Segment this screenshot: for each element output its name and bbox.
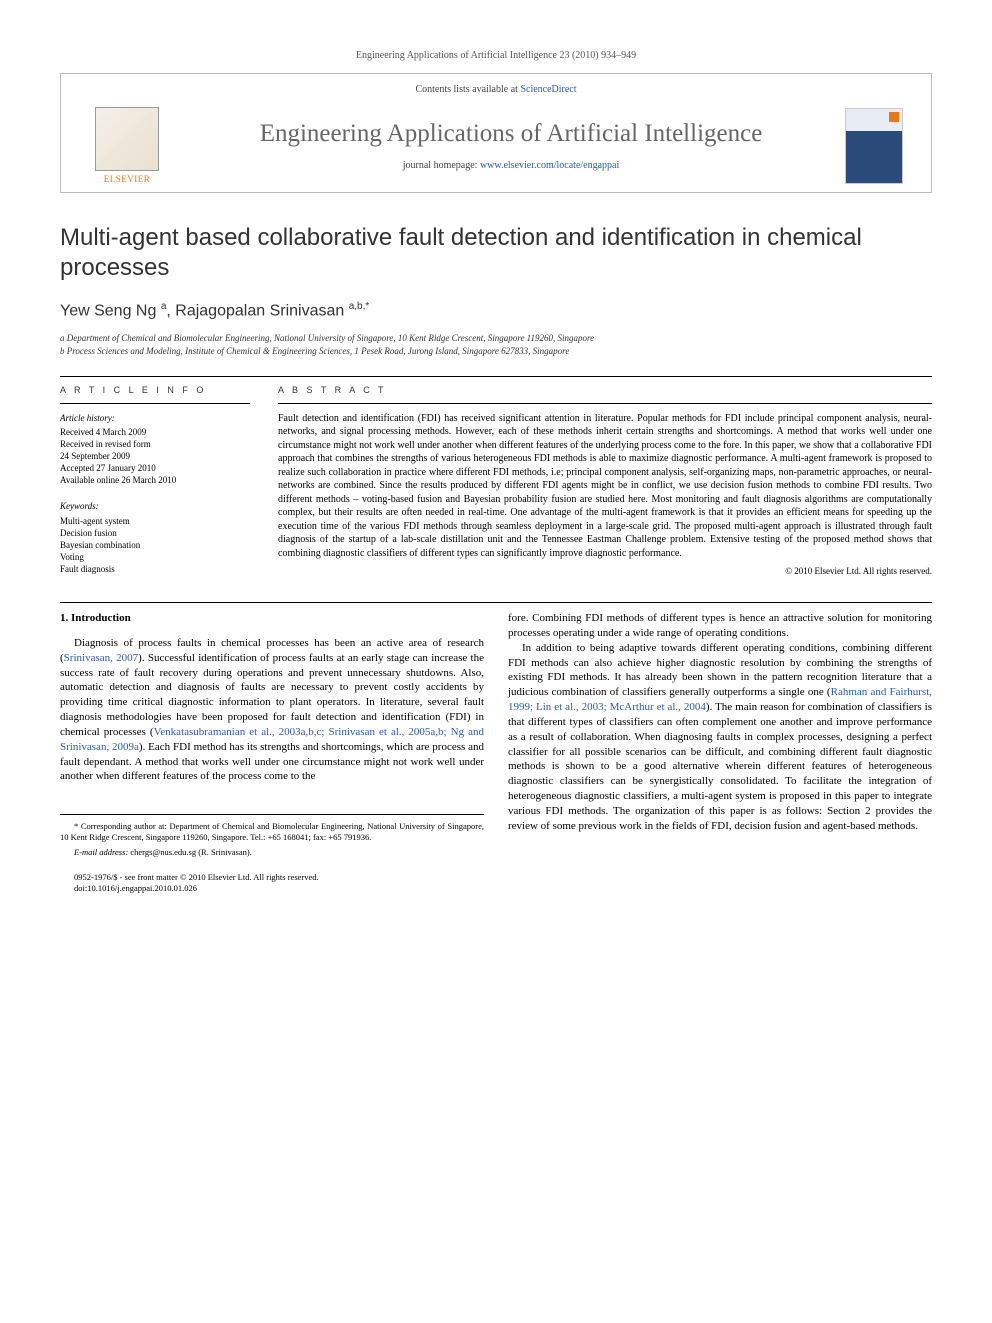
body-columns: 1. Introduction Diagnosis of process fau…: [60, 611, 932, 895]
divider: [60, 602, 932, 603]
issn-line: 0952-1976/$ - see front matter © 2010 El…: [60, 872, 484, 883]
keyword: Fault diagnosis: [60, 563, 250, 575]
left-column: 1. Introduction Diagnosis of process fau…: [60, 611, 484, 895]
author-1: Yew Seng Ng: [60, 302, 161, 319]
keyword: Decision fusion: [60, 527, 250, 539]
revised-line1: Received in revised form: [60, 438, 250, 450]
homepage-link[interactable]: www.elsevier.com/locate/engappai: [480, 160, 619, 171]
intro-paragraph: Diagnosis of process faults in chemical …: [60, 636, 484, 784]
body-paragraph: In addition to being adaptive towards di…: [508, 641, 932, 834]
section-heading: 1. Introduction: [60, 611, 484, 626]
article-info-heading: A R T I C L E I N F O: [60, 385, 250, 395]
email-label: E-mail address:: [74, 847, 130, 857]
banner-top: Contents lists available at ScienceDirec…: [61, 74, 931, 101]
right-column: fore. Combining FDI methods of different…: [508, 611, 932, 895]
citation-link[interactable]: Srinivasan, 2007: [64, 652, 138, 664]
sciencedirect-link[interactable]: ScienceDirect: [520, 84, 576, 95]
abstract-copyright: © 2010 Elsevier Ltd. All rights reserved…: [278, 566, 932, 576]
authors-line: Yew Seng Ng a, Rajagopalan Srinivasan a,…: [60, 301, 932, 320]
publisher-name: ELSEVIER: [104, 174, 151, 184]
keywords-heading: Keywords:: [60, 500, 250, 512]
keyword: Voting: [60, 551, 250, 563]
affiliation-a: a Department of Chemical and Biomolecula…: [60, 332, 932, 345]
body-text: ). The main reason for combination of cl…: [508, 701, 932, 832]
affiliations: a Department of Chemical and Biomolecula…: [60, 332, 932, 357]
affiliation-b: b Process Sciences and Modeling, Institu…: [60, 345, 932, 358]
revised-line2: 24 September 2009: [60, 450, 250, 462]
online-date: Available online 26 March 2010: [60, 474, 250, 486]
divider: [60, 376, 932, 377]
author-2-aff: a,b,*: [349, 301, 370, 312]
journal-name: Engineering Applications of Artificial I…: [177, 120, 845, 148]
received-date: Received 4 March 2009: [60, 426, 250, 438]
corresponding-author: * Corresponding author at: Department of…: [60, 821, 484, 843]
divider: [278, 403, 932, 404]
body-paragraph: fore. Combining FDI methods of different…: [508, 611, 932, 641]
divider: [60, 403, 250, 404]
abstract-heading: A B S T R A C T: [278, 385, 932, 395]
abstract-text: Fault detection and identification (FDI)…: [278, 412, 932, 561]
history-heading: Article history:: [60, 412, 250, 424]
homepage-label: journal homepage:: [403, 160, 480, 171]
email-line: E-mail address: chergs@nus.edu.sg (R. Sr…: [60, 847, 484, 858]
keyword: Multi-agent system: [60, 515, 250, 527]
publisher-logo-block: ELSEVIER: [77, 107, 177, 184]
publication-footer: 0952-1976/$ - see front matter © 2010 El…: [60, 872, 484, 894]
accepted-date: Accepted 27 January 2010: [60, 462, 250, 474]
corresponding-author-footnote: * Corresponding author at: Department of…: [60, 814, 484, 858]
article-info-column: A R T I C L E I N F O Article history: R…: [60, 385, 250, 577]
doi-line: doi:10.1016/j.engappai.2010.01.026: [60, 883, 484, 894]
journal-banner: Contents lists available at ScienceDirec…: [60, 73, 932, 193]
journal-homepage: journal homepage: www.elsevier.com/locat…: [177, 160, 845, 171]
author-2: , Rajagopalan Srinivasan: [166, 302, 348, 319]
article-title: Multi-agent based collaborative fault de…: [60, 223, 932, 283]
abstract-column: A B S T R A C T Fault detection and iden…: [278, 385, 932, 577]
elsevier-tree-icon: [95, 107, 159, 171]
running-header: Engineering Applications of Artificial I…: [60, 50, 932, 61]
contents-label: Contents lists available at: [415, 84, 520, 95]
email-address: chergs@nus.edu.sg (R. Srinivasan).: [130, 847, 251, 857]
journal-cover-thumbnail: [845, 108, 903, 184]
keyword: Bayesian combination: [60, 539, 250, 551]
